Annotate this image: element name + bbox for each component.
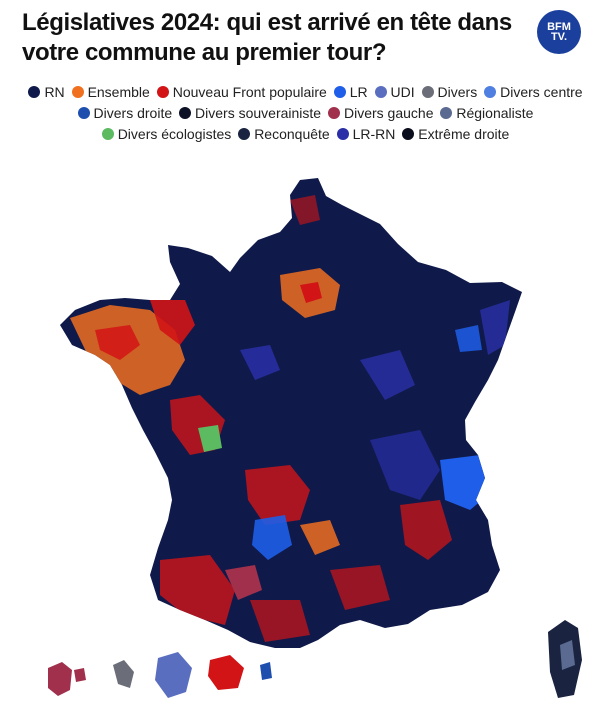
map-base (60, 178, 522, 648)
legend-dot (156, 86, 169, 98)
corsica-regionaliste-shape (560, 640, 575, 670)
legend-item-extreme-droite: Extrême droite (402, 126, 509, 142)
bfmtv-logo: BFM TV. (537, 10, 581, 54)
legend-item-regionaliste: Régionaliste (440, 105, 533, 121)
region-nfp-nord (290, 195, 320, 225)
legend-dot (77, 107, 90, 119)
legend-label: Extrême droite (418, 126, 510, 142)
guadeloupe-east-shape (74, 668, 86, 682)
region-lr-cantal (252, 515, 292, 560)
region-lr-vosges (455, 325, 482, 352)
guyane-shape (155, 652, 192, 698)
legend-item-lr: LR (333, 84, 368, 100)
legend: RN Ensemble Nouveau Front populaire LR U… (22, 82, 592, 145)
legend-label: LR (349, 84, 368, 100)
region-lr-rn-burgundy (360, 350, 415, 400)
legend-item-divers-gauche: Divers gauche (327, 105, 434, 121)
legend-label: Divers centre (500, 84, 583, 100)
region-nfp-paris (300, 282, 322, 303)
guadeloupe-shape (48, 662, 72, 696)
region-nfp-limousin (245, 465, 310, 525)
legend-dot (179, 107, 192, 119)
legend-dot (440, 107, 453, 119)
region-ensemble-auvergne (300, 520, 340, 555)
legend-item-lr-rn: LR-RN (336, 126, 396, 142)
region-nfp-brittany (150, 300, 195, 345)
region-lr-rn-rhone (370, 430, 440, 500)
legend-item-divers-souverainiste: Divers souverainiste (179, 105, 321, 121)
legend-item-rn: RN (28, 84, 65, 100)
legend-dot (327, 107, 340, 119)
legend-dot (238, 128, 251, 140)
legend-label: RN (44, 84, 65, 100)
legend-label: Reconquête (254, 126, 330, 142)
legend-item-nfp: Nouveau Front populaire (156, 84, 327, 100)
legend-item-divers-centre: Divers centre (484, 84, 583, 100)
legend-label: Ensemble (87, 84, 150, 100)
region-nfp-pyrenees (250, 600, 310, 642)
legend-dot (71, 86, 84, 98)
mayotte-shape (260, 662, 272, 680)
region-nfp-occitanie (330, 565, 390, 610)
legend-label: Divers gauche (343, 105, 434, 121)
legend-label: Divers droite (93, 105, 173, 121)
region-lr-rn-alsace (480, 300, 510, 355)
legend-dot (484, 86, 497, 98)
legend-dot (28, 86, 41, 98)
legend-dot (374, 86, 387, 98)
region-divers-ecologistes (198, 425, 222, 452)
reunion-shape (208, 655, 244, 690)
region-nfp-finistere (95, 325, 140, 360)
legend-dot (101, 128, 114, 140)
legend-label: LR-RN (352, 126, 396, 142)
legend-item-divers-droite: Divers droite (77, 105, 173, 121)
legend-dot (336, 128, 349, 140)
legend-label: Divers souverainiste (195, 105, 322, 121)
legend-label: Nouveau Front populaire (172, 84, 327, 100)
legend-label: Divers écologistes (117, 126, 232, 142)
legend-item-reconquete: Reconquête (238, 126, 330, 142)
legend-item-divers: Divers (421, 84, 478, 100)
region-divers-gauche-gers (225, 565, 262, 600)
page-title: Législatives 2024: qui est arrivé en têt… (22, 9, 512, 66)
legend-label: Régionaliste (456, 105, 534, 121)
martinique-shape (113, 660, 134, 688)
legend-dot (421, 86, 434, 98)
region-nfp-southwest (160, 555, 235, 625)
legend-item-udi: UDI (374, 84, 415, 100)
region-lr-savoie (440, 455, 488, 510)
logo-line-1: BFM (547, 21, 571, 33)
logo-line-2: TV. (550, 31, 568, 43)
legend-dot (402, 128, 415, 140)
legend-label: Divers (437, 84, 478, 100)
region-nfp-isere (400, 500, 452, 560)
legend-item-divers-ecologistes: Divers écologistes (101, 126, 232, 142)
region-lr-rn-centre (240, 345, 280, 380)
legend-label: UDI (390, 84, 415, 100)
legend-dot (333, 86, 346, 98)
legend-item-ensemble: Ensemble (71, 84, 150, 100)
